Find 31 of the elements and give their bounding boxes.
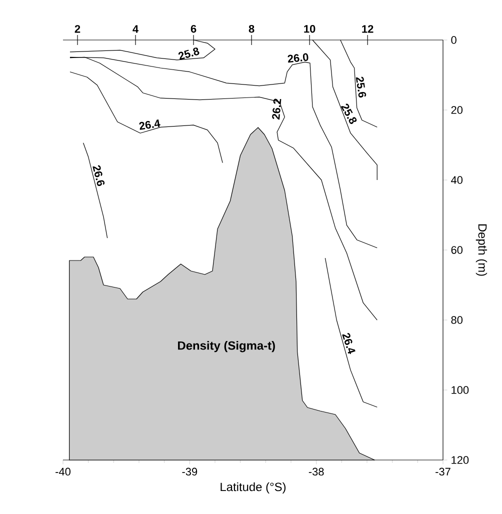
y-tick-label: 60 [451, 246, 463, 254]
y-tick-label: 100 [452, 386, 469, 394]
line-series [70, 72, 223, 164]
text: 26.6 [92, 165, 105, 186]
text: 26.2 [272, 98, 282, 120]
x2-tick-label: 4 [132, 25, 139, 33]
x-tick-label: -40 [56, 468, 70, 476]
y-tick-label: 120 [452, 456, 469, 464]
y-tick-label: 0 [451, 36, 456, 44]
text: 26.4 [342, 332, 356, 354]
x-axis-title: Latitude (°S) [220, 482, 286, 494]
x2-tick-label: 2 [74, 25, 80, 33]
text: 25.8 [178, 48, 200, 60]
x2-tick-label: 10 [304, 24, 316, 33]
y-tick-label: 20 [451, 106, 463, 114]
text: 26.4 [139, 119, 160, 130]
text: 25.8 [340, 104, 357, 124]
line-series [324, 258, 378, 408]
text: 26.0 [288, 53, 308, 63]
x2-tick-label: 8 [248, 24, 254, 33]
y-axis-title: Depth (m) [476, 224, 488, 276]
x2-tick-label: 12 [362, 25, 374, 33]
line-series [82, 142, 108, 238]
x2-tick-label: 6 [190, 24, 196, 33]
y-tick-label: 40 [451, 176, 463, 184]
text: 25.6 [356, 76, 366, 98]
annotation: Density (Sigma-t) [178, 341, 275, 352]
y-tick-label: 80 [451, 316, 463, 324]
x-tick-label: -37 [436, 468, 450, 476]
x-tick-label: -39 [182, 468, 198, 476]
x-tick-label: -38 [308, 468, 324, 476]
